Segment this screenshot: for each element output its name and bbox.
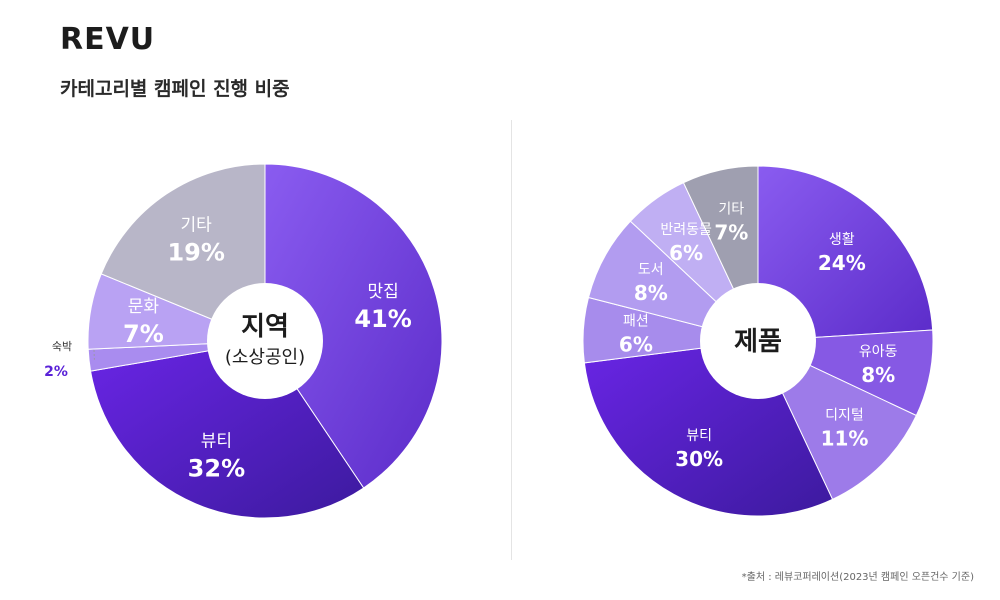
pie-chart-region: 지역 (소상공인) 맛집 41% 뷰티 32% 숙박 2% 문화 7% 기타 19% — [44, 163, 443, 519]
brand-logo: REVU — [60, 22, 156, 57]
slice-label: 뷰티 — [201, 432, 232, 452]
slice-value: 8% — [861, 363, 895, 387]
slice-label: 반려동물 — [660, 222, 712, 238]
slice-value: 6% — [669, 241, 703, 265]
page-title: 카테고리별 캠페인 진행 비중 — [60, 78, 290, 100]
slice-value: 6% — [619, 332, 653, 356]
donut-hole — [700, 283, 816, 399]
pie-slice-뷰티 — [90, 340, 365, 519]
center-title: 제품 — [734, 327, 782, 357]
slice-value: 19% — [167, 239, 224, 267]
slice-label: 기타 — [181, 216, 213, 236]
slice-label: 도서 — [638, 262, 664, 278]
pie-chart-product: 제품 생활 24% 유아동 8% 디지털 11% 뷰티 30% 패션 6% 도서 8% 반려동물 6% 기타 7… — [582, 165, 934, 517]
donut-hole — [207, 283, 323, 399]
slice-value: 2% — [44, 364, 68, 380]
slice-label: 디지털 — [825, 408, 864, 424]
slice-value: 8% — [634, 281, 668, 305]
chart-divider — [511, 120, 512, 560]
slice-label: 생활 — [829, 232, 855, 248]
slice-label: 유아동 — [859, 344, 898, 360]
pie-slice-기타 — [100, 163, 266, 342]
slice-value: 30% — [675, 447, 723, 471]
slice-label: 패션 — [623, 313, 649, 329]
slice-value: 32% — [188, 455, 245, 483]
slice-value: 11% — [821, 427, 869, 451]
center-title: 지역 — [241, 312, 289, 342]
source-note: *출처 : 레뷰코퍼레이션(2023년 캠페인 오픈건수 기준) — [741, 572, 974, 583]
slice-value: 41% — [354, 305, 411, 333]
slice-value: 7% — [714, 221, 748, 245]
center-subtitle: (소상공인) — [225, 347, 305, 368]
slice-value: 7% — [123, 320, 164, 348]
slice-label: 숙박 — [52, 340, 72, 353]
slice-label: 뷰티 — [686, 428, 712, 444]
slice-label: 맛집 — [367, 282, 398, 302]
slice-label: 기타 — [718, 202, 744, 218]
pie-slice-생활 — [757, 165, 934, 342]
slice-label: 문화 — [128, 297, 160, 317]
pie-slice-맛집 — [264, 163, 443, 489]
slice-value: 24% — [818, 251, 866, 275]
